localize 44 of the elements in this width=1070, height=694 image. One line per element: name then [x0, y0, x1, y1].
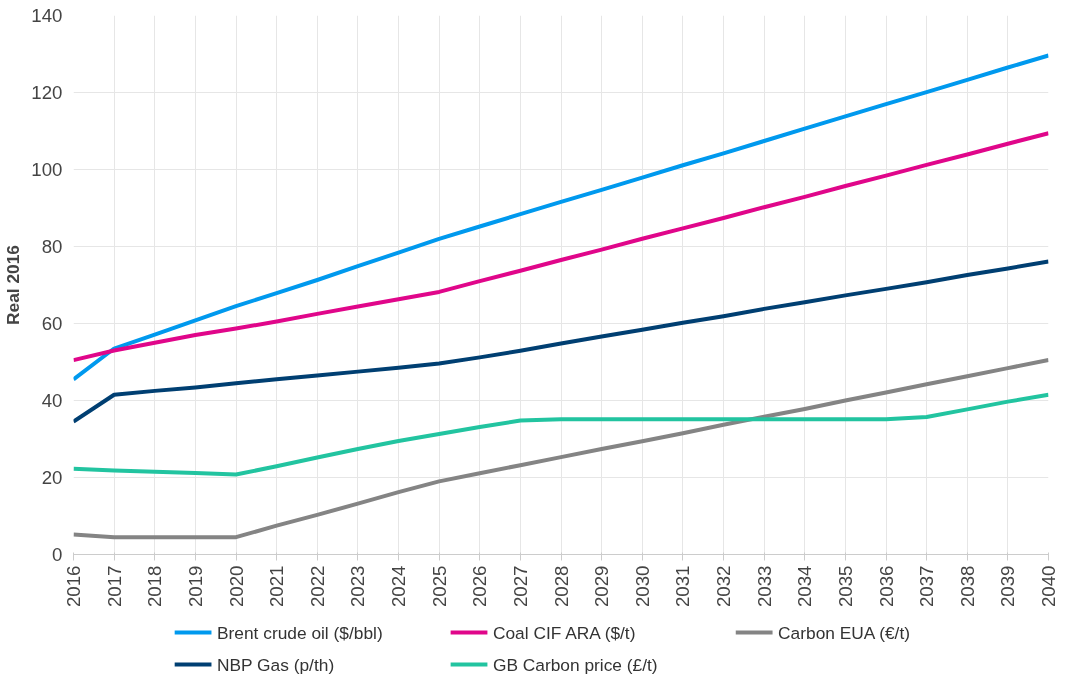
x-tick-label: 2019	[184, 565, 206, 607]
x-tick-label: 2031	[672, 565, 694, 607]
x-tick-label: 2039	[997, 565, 1019, 607]
line-series	[73, 131, 1049, 363]
y-tick-label: 60	[41, 313, 63, 334]
y-tick-label: 0	[52, 544, 63, 565]
x-tick-label: 2037	[916, 565, 938, 607]
x-tick-label: 2029	[591, 565, 613, 607]
x-tick-label: 2038	[956, 565, 978, 607]
x-tick-label: 2028	[550, 565, 572, 607]
y-tick-label: 120	[31, 82, 63, 103]
x-tick-label: 2027	[509, 565, 531, 607]
x-tick-label: 2040	[1038, 565, 1059, 607]
x-tick-label: 2022	[306, 565, 328, 607]
x-tick-label: 2033	[753, 565, 775, 607]
x-tick-label: 2026	[469, 565, 491, 607]
legend-label: NBP Gas (p/th)	[216, 654, 335, 675]
y-tick-label: 40	[41, 390, 63, 411]
line-series	[73, 392, 1049, 477]
x-tick-label: 2035	[834, 565, 856, 607]
x-tick-label: 2036	[875, 565, 897, 607]
x-tick-label: 2025	[428, 565, 450, 607]
x-tick-label: 2023	[347, 565, 369, 607]
y-tick-label: 20	[41, 467, 63, 488]
line-series	[73, 358, 1049, 540]
x-tick-label: 2020	[225, 565, 247, 607]
legend-label: Carbon EUA (€/t)	[778, 622, 911, 643]
x-tick-label: 2021	[266, 565, 288, 607]
y-tick-label: 140	[31, 5, 63, 26]
line-series	[73, 259, 1049, 424]
x-tick-label: 2032	[713, 565, 734, 607]
x-tick-label: 2034	[794, 565, 816, 607]
x-tick-label: 2016	[63, 565, 84, 607]
legend-label: GB Carbon price (£/t)	[492, 654, 658, 675]
x-tick-label: 2024	[388, 565, 409, 607]
x-tick-label: 2018	[144, 565, 166, 607]
x-tick-label: 2030	[631, 565, 653, 607]
legend-label: Coal CIF ARA ($/t)	[492, 622, 636, 643]
legend-label: Brent crude oil ($/bbl)	[216, 622, 383, 643]
y-tick-label: 80	[41, 236, 63, 257]
line-series	[73, 53, 1049, 382]
y-tick-label: 100	[31, 159, 63, 180]
x-tick-label: 2017	[103, 565, 125, 607]
y-axis-title: Real 2016	[3, 244, 24, 325]
